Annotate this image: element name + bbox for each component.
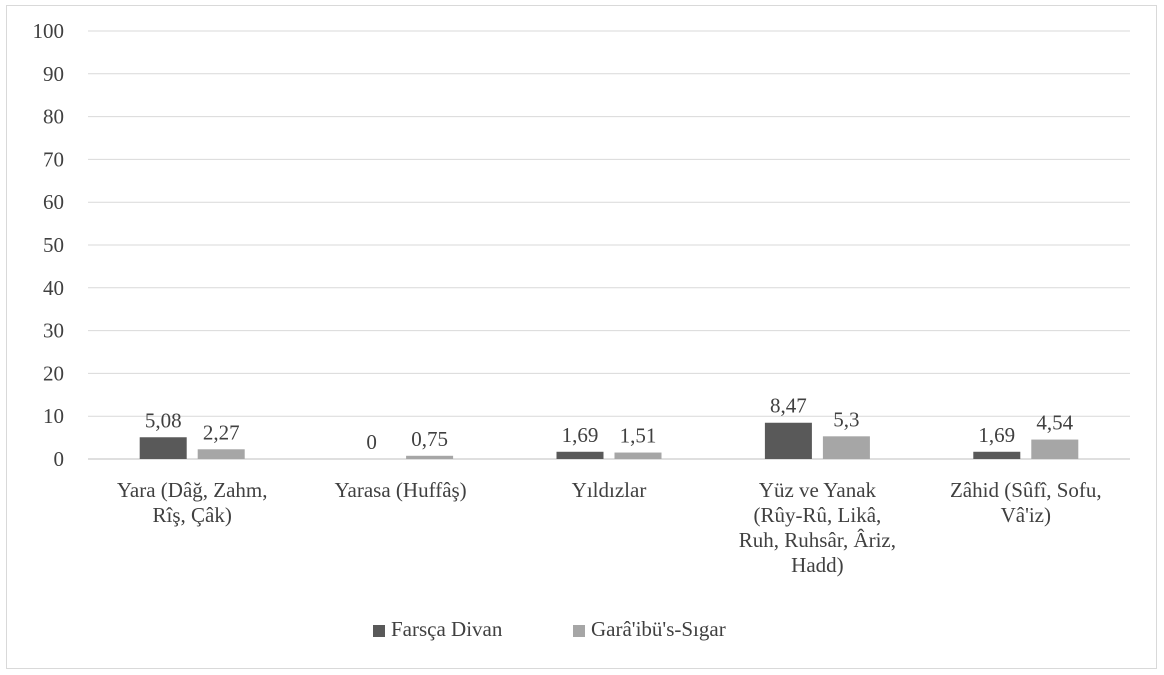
legend-label: Garâ'ibü's-Sıgar [591, 617, 726, 641]
legend-label: Farsça Divan [391, 617, 503, 641]
data-label: 1,69 [978, 423, 1015, 447]
bar-farsca-divan [556, 451, 604, 459]
category-label-line: Rîş, Çâk) [153, 503, 232, 527]
bar-garaibu-s-sigar [406, 455, 454, 459]
y-tick-label: 80 [43, 105, 64, 129]
category-label: Yıldızlar [572, 478, 647, 502]
category-label-line: (Rûy-Rû, Likâ, [754, 503, 882, 527]
y-tick-label: 40 [43, 276, 64, 300]
category-label-line: Zâhid (Sûfî, Sofu, [950, 478, 1102, 502]
legend-swatch [573, 625, 585, 637]
bar-garaibu-s-sigar [197, 449, 245, 459]
y-tick-label: 100 [33, 19, 65, 43]
bar-farsca-divan [973, 451, 1021, 459]
bar-farsca-divan [139, 437, 187, 459]
data-label: 2,27 [203, 420, 240, 444]
bar-farsca-divan [764, 422, 812, 459]
category-label: Zâhid (Sûfî, Sofu, Vâ'iz) [950, 478, 1102, 527]
y-tick-label: 30 [43, 319, 64, 343]
data-label: 5,3 [833, 407, 859, 431]
data-label: 0,75 [411, 427, 448, 451]
y-tick-label: 10 [43, 404, 64, 428]
category-label: Yüz ve Yanak (Rûy-Rû, Likâ, Ruh, Ruhsâr, Â… [739, 478, 896, 577]
y-tick-label: 20 [43, 361, 64, 385]
category-label: Yarasa (Huffâş) [334, 478, 466, 502]
bar-garaibu-s-sigar [822, 436, 870, 459]
y-tick-label: 60 [43, 190, 64, 214]
category-label-line: Yara (Dâğ, Zahm, [117, 478, 268, 502]
category-label: Yara (Dâğ, Zahm, Rîş, Çâk) [117, 478, 268, 527]
data-label: 4,54 [1036, 411, 1073, 435]
category-label-line: Yıldızlar [572, 478, 647, 502]
bar-garaibu-s-sigar [1031, 439, 1079, 459]
y-tick-label: 90 [43, 62, 64, 86]
data-label: 0 [366, 430, 377, 454]
data-label: 5,08 [145, 408, 182, 432]
category-label-line: Ruh, Ruhsâr, Âriz, [739, 528, 896, 552]
category-label-line: Yüz ve Yanak [759, 478, 877, 502]
category-label-line: Vâ'iz) [1001, 503, 1051, 527]
y-tick-label: 50 [43, 233, 64, 257]
y-tick-label: 0 [54, 447, 65, 471]
data-label: 1,51 [620, 424, 657, 448]
legend-swatch [373, 625, 385, 637]
y-tick-label: 70 [43, 147, 64, 171]
category-label-line: Yarasa (Huffâş) [334, 478, 466, 502]
chart-frame [6, 5, 1157, 669]
category-label-line: Hadd) [791, 553, 843, 577]
bar-garaibu-s-sigar [614, 452, 662, 459]
data-label: 1,69 [562, 423, 599, 447]
data-label: 8,47 [770, 394, 807, 418]
